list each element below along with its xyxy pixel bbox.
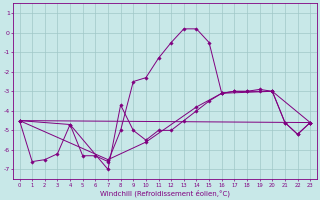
X-axis label: Windchill (Refroidissement éolien,°C): Windchill (Refroidissement éolien,°C) [100, 189, 230, 197]
